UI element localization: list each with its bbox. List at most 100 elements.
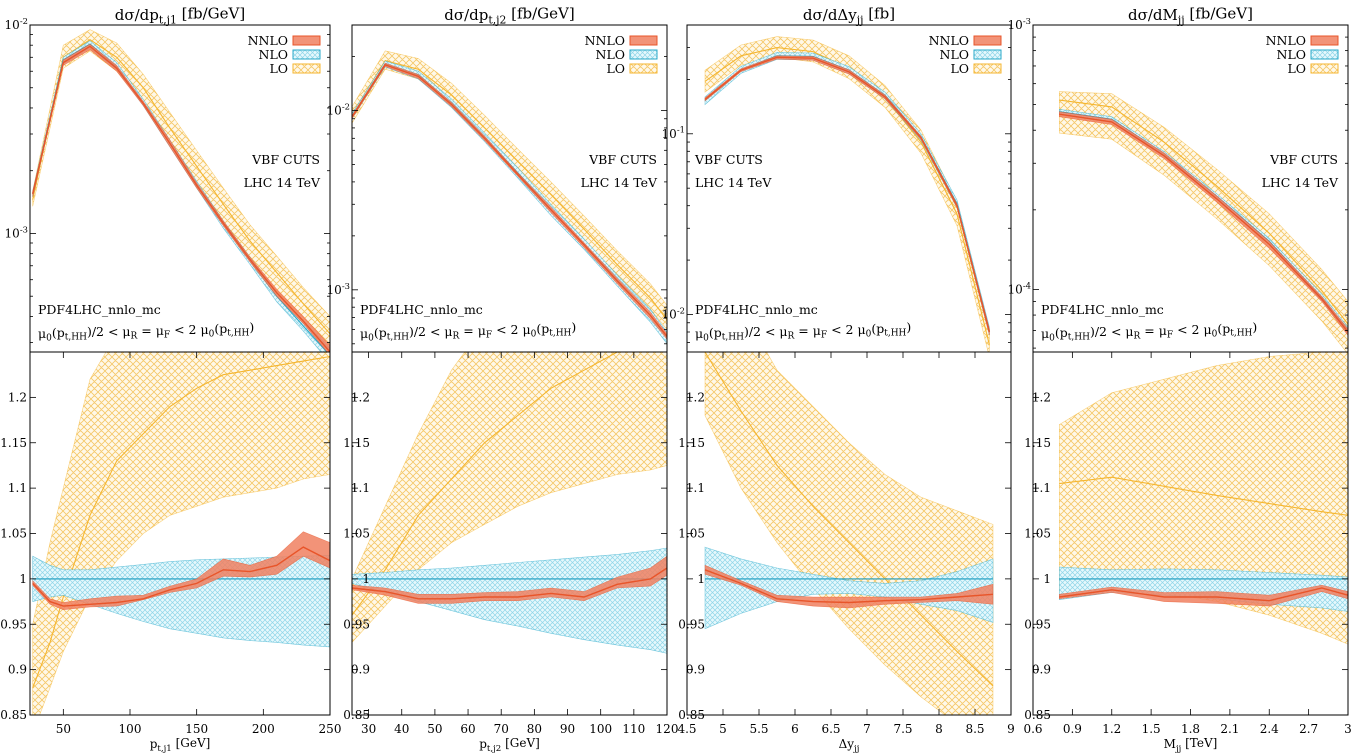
legend-label-lo: LO [1287,61,1306,76]
ratio-plot-1 [352,352,667,654]
ratio-ytick-label: 1.2 [351,390,370,404]
ratio-band-nlo-0 [32,554,330,648]
ratio-xtick-label: 70 [494,722,509,736]
x-axis-label-3: Mjj​ [TeV] [1164,736,1218,753]
ratio-band-nnlo-0 [32,531,330,611]
upper-band-nnlo-0 [32,43,330,352]
ratio-ytick-label: 1.1 [8,481,27,495]
ratio-point-lo-0-10 [276,365,278,367]
upper-point-nnlo-0-6 [196,185,198,187]
scale-label: μ0​(pt,HH​)/2 < μR​ = μF​ < 2 μ0​(pt,HH​… [1041,320,1257,344]
ratio-band-nnlo-2 [704,564,994,609]
ratio-point-nlo-0-3 [89,578,91,580]
ratio-xtick-label: 7 [863,722,871,736]
upper-point-lo-3-5 [1321,290,1323,292]
ratio-point-nlo-0-1 [49,578,51,580]
ratio-xtick-label: 8.5 [965,722,984,736]
legend-label-nlo: NLO [1277,47,1307,62]
ratio-xtick-label: 80 [527,722,542,736]
ratio-line-lo-0 [32,355,330,688]
ratio-point-nnlo-2-3 [812,601,814,603]
ratio-point-lo-0-5 [142,433,144,435]
legend-swatch-nlo [1310,49,1339,60]
ratio-frame-1 [351,351,668,716]
ratio-ytick-label: 1.05 [1024,527,1051,541]
ratio-point-nnlo-1-3 [451,598,453,600]
upper-point-lo-2-1 [740,55,742,57]
annotation-cuts: VBF CUTS [588,152,657,167]
legend-label-nnlo: NNLO [585,33,625,48]
ratio-ytick-label: 1.1 [351,481,370,495]
scale-label: μ0​(pt,HH​)/2 < μR​ = μF​ < 2 μ0​(pt,HH​… [360,320,576,344]
ratio-ytick-label: 1.15 [0,436,27,450]
scale-label: μ0​(pt,HH​)/2 < μR​ = μF​ < 2 μ0​(pt,HH​… [695,320,911,344]
upper-plot-0 [32,29,330,352]
ratio-ytick-label: 1 [19,572,27,586]
ratio-ytick-label: 1.2 [1032,390,1051,404]
ratio-point-nlo-3-1 [1111,578,1113,580]
upper-plot-1 [352,50,667,345]
ratio-point-nnlo-1-4 [484,596,486,598]
ratio-point-nnlo-3-5 [1321,587,1323,589]
ratio-point-nlo-3-5 [1321,578,1323,580]
ratio-point-nnlo-3-4 [1268,600,1270,602]
ratio-point-nnlo-1-8 [616,583,618,585]
panel-title-1: dσ/dpt,j2​ [fb/GeV] [444,5,574,27]
upper-line-nnlo-2 [704,56,991,333]
ratio-xtick-label: 40 [394,722,409,736]
ratio-point-nlo-0-10 [276,578,278,580]
ratio-xtick-label: 100 [589,722,612,736]
legend-swatch-lo [1310,63,1339,74]
upper-point-lo-1-3 [451,94,453,96]
ratio-xtick-label: 30 [361,722,376,736]
legend-swatch-nnlo [1310,35,1339,46]
upper-point-nnlo-0-2 [89,45,91,47]
ratio-line-lo-2 [704,352,994,687]
ratio-ytick-label: 0.95 [0,617,27,631]
ratio-xtick-label: 1.2 [1102,722,1121,736]
legend-swatch-nlo [629,49,658,60]
ratio-ytick-label: 0.9 [8,663,27,677]
ratio-xtick-label: 9 [1007,722,1015,736]
upper-point-nnlo-1-4 [484,137,486,139]
ratio-ytick-label: 0.9 [351,663,370,677]
ratio-point-nlo-0-9 [249,578,251,580]
ratio-ytick-label: 1.15 [678,436,705,450]
ratio-point-lo-0-2 [62,596,64,598]
ratio-point-lo-2-6 [920,614,922,616]
upper-point-lo-3-4 [1268,232,1270,234]
upper-point-nnlo-0-7 [222,222,224,224]
ratio-point-lo-2-3 [812,505,814,507]
upper-point-nnlo-2-5 [884,96,886,98]
upper-line-nlo-1 [352,63,667,339]
ratio-ytick-label: 1 [697,572,705,586]
upper-point-nnlo-0-10 [302,320,304,322]
ratio-ytick-label: 1.15 [1024,436,1051,450]
upper-line-nnlo-1 [352,63,667,337]
ratio-band-lo-0 [32,352,330,715]
ratio-xtick-label: 60 [460,722,475,736]
ratio-point-lo-1-7 [583,369,585,371]
ratio-xtick-label: 50 [427,722,442,736]
upper-point-lo-3-2 [1163,141,1165,143]
ratio-point-lo-1-5 [517,415,519,417]
legend-label-lo: LO [269,61,288,76]
pdf-label: PDF4LHC_nnlo_mc [38,302,161,317]
ratio-point-lo-1-6 [550,387,552,389]
ratio-point-nlo-1-3 [451,578,453,580]
ratio-point-nlo-1-1 [384,578,386,580]
ratio-xtick-label: 6 [791,722,799,736]
upper-line-lo-0 [32,39,330,335]
ratio-point-lo-2-7 [956,651,958,653]
upper-band-nlo-1 [352,60,667,345]
upper-point-lo-2-8 [989,344,991,346]
ratio-point-nnlo-2-7 [956,596,958,598]
ratio-point-lo-1-1 [384,569,386,571]
ratio-ytick-label: 1 [1043,572,1051,586]
ratio-point-nnlo-2-2 [776,598,778,600]
legend-label-nnlo: NNLO [929,33,969,48]
panel-title-0: dσ/dpt,j1​ [fb/GeV] [115,5,245,27]
upper-point-nnlo-3-1 [1111,121,1113,123]
